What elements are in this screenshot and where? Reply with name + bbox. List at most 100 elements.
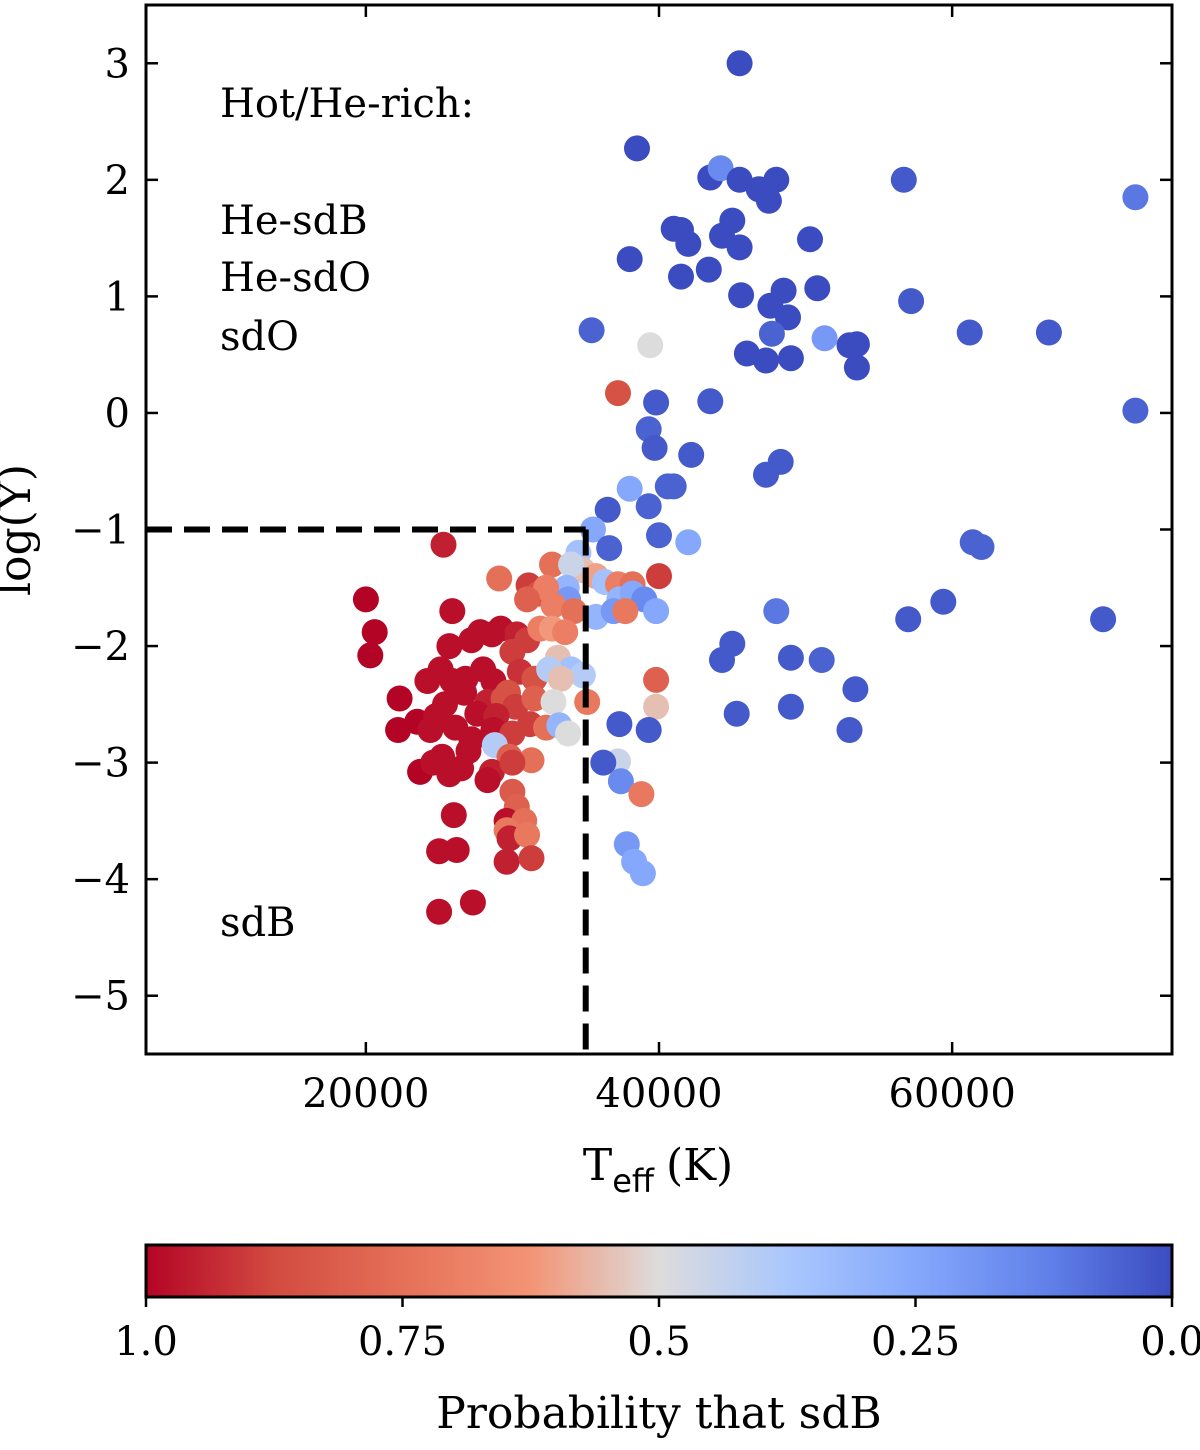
- data-point-150: [635, 717, 662, 743]
- data-point-106: [709, 647, 735, 673]
- data-point-62: [558, 551, 585, 578]
- data-point-184: [459, 889, 486, 916]
- x-axis-ticks: 20000 40000 60000: [302, 5, 1016, 1117]
- data-point-43: [641, 434, 668, 461]
- data-point-23: [804, 275, 831, 302]
- data-point-82: [561, 598, 587, 625]
- data-point-179: [493, 848, 520, 875]
- data-point-170: [440, 802, 467, 829]
- data-point-89: [1090, 606, 1117, 633]
- y-tick-label: 3: [105, 41, 130, 87]
- data-point-3: [707, 155, 734, 182]
- data-point-165: [474, 767, 501, 794]
- x-axis-title: Teff (K): [583, 1140, 733, 1200]
- data-point-20: [728, 282, 755, 309]
- x-tick-label: 60000: [889, 1071, 1016, 1117]
- data-point-121: [643, 666, 670, 693]
- data-point-31: [637, 332, 664, 359]
- y-tick-label: −5: [71, 974, 130, 1020]
- data-point-41: [1122, 397, 1149, 424]
- data-point-6: [763, 166, 790, 193]
- colorbar-tick-label: 0.5: [627, 1319, 691, 1365]
- data-point-124: [451, 679, 478, 706]
- data-point-54: [675, 529, 702, 556]
- data-point-39: [643, 389, 670, 416]
- data-point-107: [777, 644, 804, 671]
- data-point-7: [755, 187, 782, 214]
- data-point-36: [777, 345, 804, 372]
- colorbar-tick-label: 0.75: [358, 1319, 447, 1365]
- data-point-69: [486, 565, 513, 592]
- data-point-1: [624, 135, 650, 162]
- annotation-hot-title: Hot/He-rich:: [220, 81, 474, 127]
- annotation-sdb: sdB: [220, 900, 296, 946]
- data-point-115: [569, 662, 596, 689]
- colorbar-label: Probability that sdB: [436, 1388, 881, 1439]
- data-point-182: [629, 860, 656, 887]
- colorbar-tick-label: 0.25: [871, 1319, 960, 1365]
- y-tick-label: −3: [71, 741, 130, 787]
- data-point-122: [386, 685, 413, 712]
- data-point-46: [753, 461, 779, 488]
- data-point-142: [723, 700, 750, 727]
- y-tick-label: 0: [105, 391, 130, 437]
- data-point-86: [763, 598, 790, 625]
- data-point-164: [436, 761, 463, 788]
- data-point-68: [646, 563, 672, 590]
- data-point-167: [607, 768, 634, 795]
- data-point-8: [890, 166, 917, 193]
- colorbar-tick-label: 1.0: [114, 1319, 178, 1365]
- colorbar: [144, 1243, 1174, 1299]
- annotation-class-sdo: sdO: [220, 314, 299, 360]
- data-point-33: [1035, 319, 1062, 346]
- data-point-15: [726, 234, 753, 261]
- data-point-90: [361, 619, 388, 646]
- y-tick-label: −4: [71, 857, 130, 903]
- colorbar-tick-label: 0.0: [1140, 1319, 1200, 1365]
- data-point-17: [616, 246, 643, 273]
- data-point-81: [540, 592, 567, 619]
- data-point-77: [643, 598, 670, 625]
- data-point-143: [777, 693, 804, 720]
- x-axis-title-subscript: eff: [612, 1162, 655, 1200]
- data-point-18: [668, 263, 694, 290]
- data-point-100: [458, 627, 485, 654]
- y-axis-ticks: 3 2 1 0 −1 −2 −3 −4 −5: [71, 41, 1172, 1020]
- data-point-129: [540, 689, 567, 715]
- data-point-131: [842, 676, 869, 703]
- annotation-class-he-sdb: He-sdB: [220, 198, 368, 244]
- data-point-99: [436, 633, 463, 660]
- data-point-79: [439, 598, 466, 625]
- y-tick-label: 1: [105, 274, 130, 320]
- data-point-88: [930, 588, 957, 615]
- data-point-145: [417, 717, 444, 743]
- x-tick-label: 40000: [595, 1071, 722, 1117]
- data-point-32: [956, 319, 983, 346]
- data-point-151: [836, 717, 863, 743]
- data-point-12: [675, 230, 702, 257]
- data-point-35: [753, 347, 779, 374]
- data-point-58: [430, 531, 457, 558]
- data-point-0: [726, 50, 753, 77]
- data-point-178: [443, 837, 470, 863]
- data-point-24: [898, 288, 925, 315]
- data-point-144: [385, 717, 412, 743]
- data-point-183: [426, 898, 453, 925]
- data-point-22: [770, 277, 797, 304]
- data-point-25: [775, 304, 801, 331]
- y-tick-label: −1: [71, 508, 130, 554]
- data-point-50: [594, 496, 621, 523]
- annotation-class-he-sdo: He-sdO: [220, 255, 371, 301]
- data-point-108: [808, 647, 835, 673]
- data-point-168: [628, 781, 655, 808]
- data-point-78: [352, 586, 379, 613]
- data-point-158: [590, 749, 617, 776]
- data-point-175: [514, 821, 541, 848]
- data-point-180: [518, 845, 545, 872]
- data-point-87: [895, 606, 922, 633]
- data-point-149: [555, 720, 582, 747]
- data-point-51: [635, 493, 662, 520]
- data-point-120: [547, 665, 574, 692]
- data-point-30: [843, 331, 870, 358]
- y-tick-label: 2: [105, 158, 130, 204]
